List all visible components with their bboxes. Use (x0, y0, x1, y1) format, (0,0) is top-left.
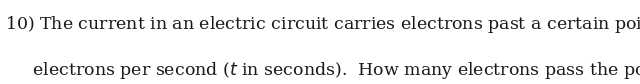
Text: electrons per second ($t$ in seconds).  How many electrons pass the point from $: electrons per second ($t$ in seconds). H… (5, 60, 640, 81)
Text: 10) The current in an electric circuit carries electrons past a certain point at: 10) The current in an electric circuit c… (5, 3, 640, 41)
